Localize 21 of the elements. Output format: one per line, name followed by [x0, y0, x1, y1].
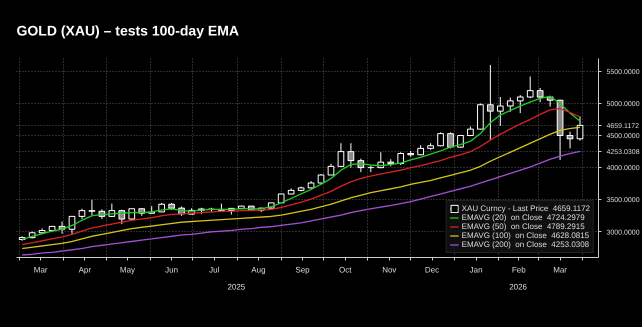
x-tick-label: Mar [553, 266, 568, 274]
legend-label: EMAVG (100) on Close 4628.0815 [462, 231, 590, 240]
legend-label: XAU Curncy - Last Price 4659.1172 [462, 204, 590, 213]
x-tick-label: Jun [165, 266, 178, 274]
x-tick-label: Dec [424, 266, 440, 274]
x-tick-label: Sep [295, 266, 310, 274]
x-tick-label: Aug [251, 266, 266, 274]
chart-title: GOLD (XAU) – tests 100-day EMA [16, 22, 239, 38]
x-tick-label: Mar [34, 266, 48, 274]
x-tick-label: Jan [470, 266, 483, 274]
text: 2025 [227, 282, 246, 292]
x-tick-label: Jul [209, 266, 220, 274]
text: 2026 [509, 282, 528, 292]
legend-label: EMAVG (50) on Close 4789.2915 [462, 222, 585, 231]
x-tick-label: Apr [78, 266, 92, 274]
x-tick-label: Feb [512, 266, 526, 274]
legend-label: EMAVG (200) on Close 4253.0308 [462, 240, 590, 249]
x-tick-label: May [120, 266, 136, 274]
x-tick-label: Nov [382, 266, 396, 274]
legend-label: EMAVG (20) on Close 4724.2979 [462, 213, 585, 222]
x-tick-label: Oct [338, 266, 352, 274]
